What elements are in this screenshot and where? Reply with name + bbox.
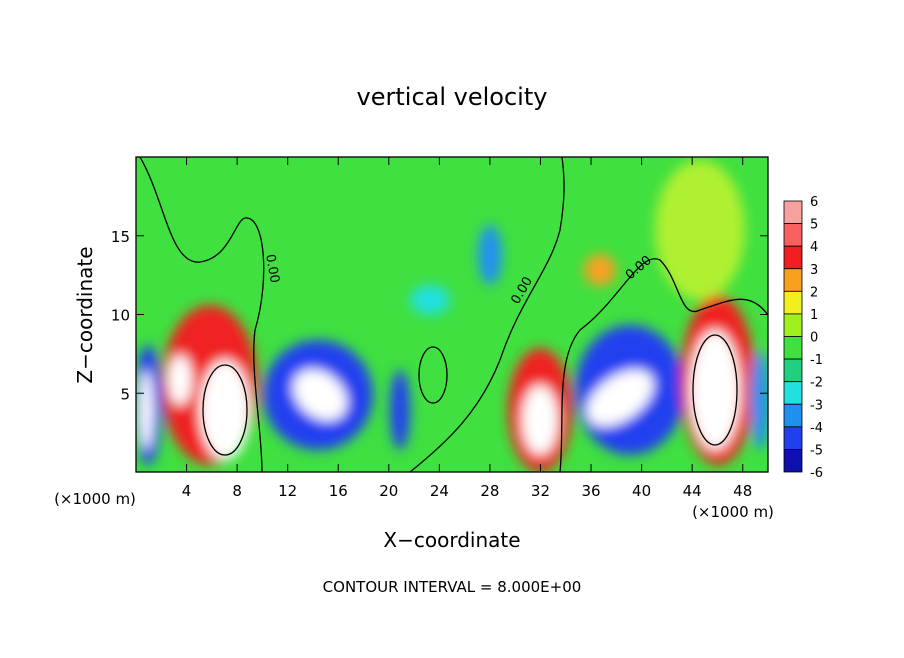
y-tick-label: 5 <box>120 385 130 403</box>
y-axis-label: Z−coordinate <box>73 246 97 383</box>
colorbar-label: 3 <box>810 263 818 278</box>
x-tick-label: 4 <box>182 482 192 500</box>
x-tick-label: 12 <box>278 482 297 500</box>
colorbar-swatch <box>783 245 803 270</box>
colorbar-swatch <box>783 358 803 383</box>
colorbar-swatch <box>783 313 803 337</box>
colorbar-label: -5 <box>810 443 823 458</box>
x-tick-label: 8 <box>232 482 242 500</box>
x-tick-label: 32 <box>531 482 550 500</box>
colorbar-label: 1 <box>810 308 818 323</box>
colorbar-label: -4 <box>810 421 823 436</box>
colorbar-label: 4 <box>810 240 818 255</box>
colorbar-swatch <box>783 200 803 224</box>
colorbar-label: 0 <box>810 331 818 346</box>
contour-label: 0.00 <box>262 253 282 284</box>
colorbar-swatch <box>783 426 803 450</box>
x-tick-label: 28 <box>480 482 499 500</box>
colorbar-label: -6 <box>810 466 823 481</box>
colorbar-swatch <box>783 268 803 292</box>
x-tick-label: 20 <box>379 482 398 500</box>
colorbar-label: 6 <box>810 195 818 210</box>
colorbar-label: -3 <box>810 398 823 413</box>
colorbar-swatch <box>783 336 803 360</box>
x-tick-label: 36 <box>581 482 600 500</box>
annotation: CONTOUR INTERVAL = 8.000E+00 <box>323 578 582 596</box>
colorbar-swatch <box>783 290 803 315</box>
colorbar-label: -2 <box>810 376 823 391</box>
y-tick-label: 15 <box>111 228 130 246</box>
x-tick-label: 48 <box>733 482 752 500</box>
x-tick-label: 24 <box>430 482 449 500</box>
colorbar-label: 2 <box>810 285 818 300</box>
x-unit-label: (×1000 m) <box>54 490 136 508</box>
x-tick-label: 16 <box>329 482 348 500</box>
x-unit-label: (×1000 m) <box>692 503 774 521</box>
colorbar-swatch <box>783 381 803 405</box>
x-tick-label: 40 <box>632 482 651 500</box>
colorbar-swatch <box>783 223 803 247</box>
chart-title: vertical velocity <box>357 83 548 111</box>
field <box>136 157 768 472</box>
colorbar-swatch <box>783 403 803 428</box>
x-axis-label: X−coordinate <box>383 528 520 552</box>
colorbar-label: -1 <box>810 353 823 368</box>
y-tick-label: 10 <box>111 307 130 325</box>
colorbar-swatch <box>783 449 803 473</box>
colorbar-label: 5 <box>810 218 818 233</box>
x-tick-label: 44 <box>683 482 702 500</box>
